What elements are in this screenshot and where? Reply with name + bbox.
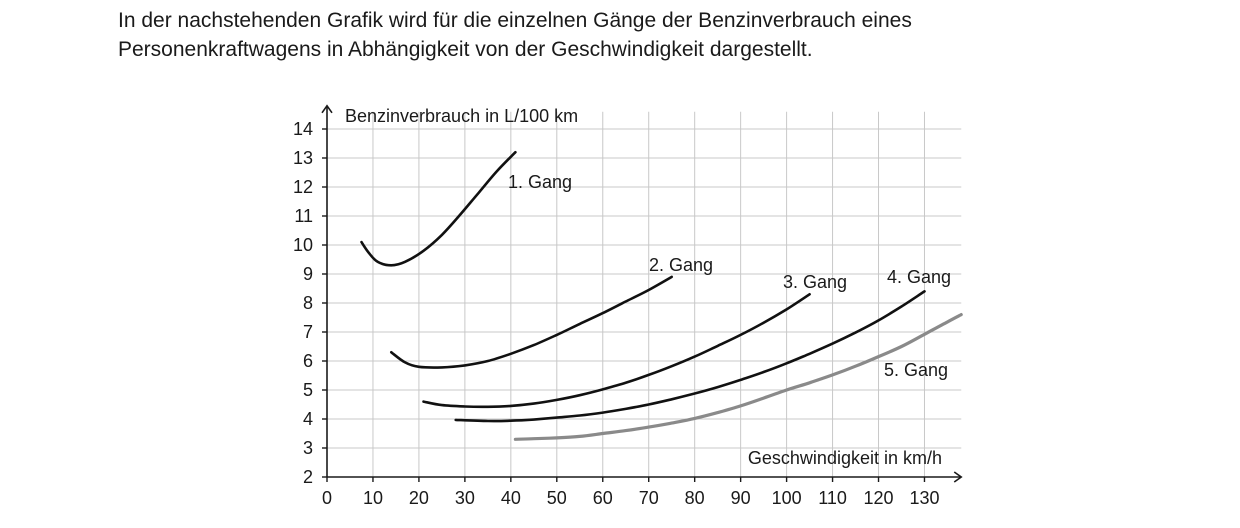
x-tick-label: 30: [455, 488, 475, 508]
y-tick-label: 9: [303, 264, 313, 284]
series-line-gang-1: [360, 150, 517, 267]
chart-labels: Benzinverbrauch in L/100 km Geschwindigk…: [345, 106, 951, 468]
series-line-gang-3: [422, 293, 811, 409]
series-line-gang-2: [390, 275, 673, 369]
x-tick-label: 70: [639, 488, 659, 508]
y-tick-label: 4: [303, 409, 313, 429]
y-tick-label: 7: [303, 322, 313, 342]
series-label-gang-1: 1. Gang: [508, 172, 572, 192]
x-axis-arrow: [953, 471, 963, 483]
y-tick-label: 6: [303, 351, 313, 371]
y-tick-label: 10: [293, 235, 313, 255]
y-tick-label: 13: [293, 148, 313, 168]
y-tick-label: 2: [303, 467, 313, 487]
intro-text: In der nachstehenden Grafik wird für die…: [118, 6, 1118, 64]
x-tick-label: 60: [593, 488, 613, 508]
y-tick-label: 14: [293, 119, 313, 139]
intro-line-1: In der nachstehenden Grafik wird für die…: [118, 9, 912, 32]
y-tick-label: 12: [293, 177, 313, 197]
series-label-gang-4: 4. Gang: [887, 267, 951, 287]
x-tick-label: 50: [547, 488, 567, 508]
chart-series: [360, 150, 963, 441]
y-tick-label: 5: [303, 380, 313, 400]
chart-axes: [321, 104, 963, 483]
y-axis-label: Benzinverbrauch in L/100 km: [345, 106, 578, 126]
x-tick-label: 100: [772, 488, 802, 508]
x-tick-label: 80: [685, 488, 705, 508]
series-line-gang-5: [513, 313, 963, 441]
series-label-gang-3: 3. Gang: [783, 272, 847, 292]
series-line-gang-4: [454, 290, 926, 423]
series-label-gang-5: 5. Gang: [884, 360, 948, 380]
chart-grid: [327, 111, 962, 477]
y-tick-label: 3: [303, 438, 313, 458]
y-tick-label: 11: [294, 206, 313, 226]
series-label-gang-2: 2. Gang: [649, 255, 713, 275]
y-axis-arrow: [321, 104, 333, 114]
x-axis-label: Geschwindigkeit in km/h: [748, 448, 942, 468]
x-tick-label: 130: [909, 488, 939, 508]
chart-ticks: 0 10 20 30 40 50 60 70 80 90 100 110 120 130 2 3 4 5 6 7 8 9 1…: [293, 119, 940, 508]
x-tick-label: 20: [409, 488, 429, 508]
y-tick-label: 8: [303, 293, 313, 313]
x-tick-label: 90: [731, 488, 751, 508]
x-tick-label: 40: [501, 488, 521, 508]
x-tick-label: 0: [322, 488, 332, 508]
x-tick-label: 120: [863, 488, 893, 508]
x-tick-label: 10: [363, 488, 383, 508]
x-tick-label: 110: [818, 488, 847, 508]
intro-line-2: Personenkraftwagens in Abhängigkeit von …: [118, 38, 813, 61]
